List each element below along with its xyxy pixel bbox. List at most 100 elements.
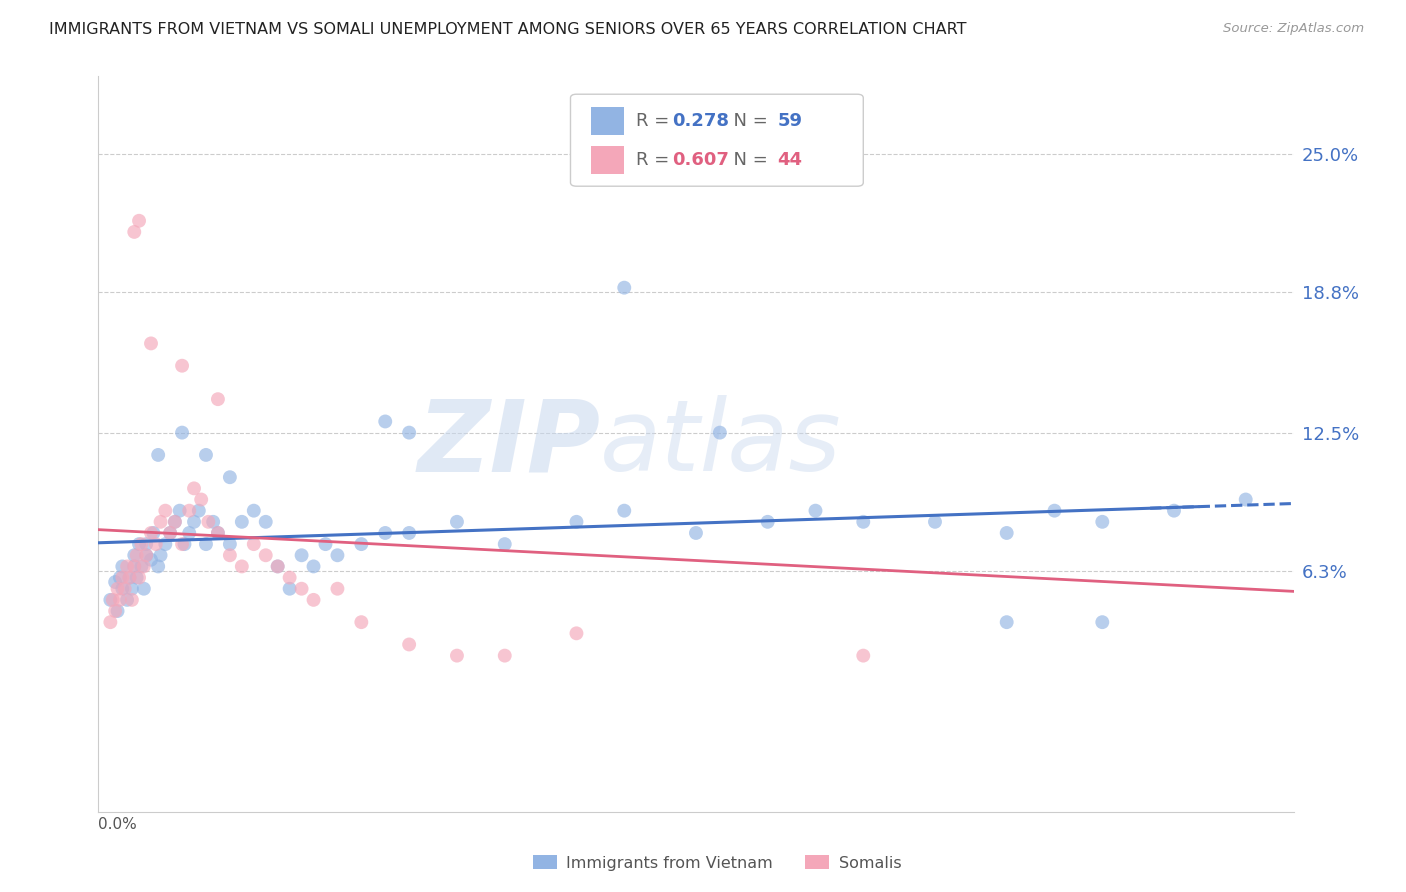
- Point: [350, 537, 373, 551]
- Text: ZIP: ZIP: [418, 395, 600, 492]
- Text: R =: R =: [637, 151, 675, 169]
- Point: [124, 225, 146, 239]
- Point: [1091, 515, 1114, 529]
- Point: [374, 414, 396, 428]
- Text: 0.607: 0.607: [672, 151, 728, 169]
- Point: [132, 559, 155, 574]
- Point: [278, 571, 301, 585]
- Point: [125, 571, 148, 585]
- Point: [135, 537, 157, 551]
- Text: R =: R =: [637, 112, 675, 129]
- Point: [128, 537, 150, 551]
- Point: [924, 515, 946, 529]
- Point: [1234, 492, 1257, 507]
- Point: [613, 280, 636, 294]
- Text: 0.278: 0.278: [672, 112, 730, 129]
- Point: [111, 582, 134, 596]
- Point: [267, 559, 290, 574]
- Point: [98, 592, 122, 607]
- Point: [195, 448, 218, 462]
- FancyBboxPatch shape: [571, 95, 863, 186]
- Point: [115, 592, 138, 607]
- Point: [139, 336, 162, 351]
- Point: [159, 525, 181, 540]
- Point: [121, 582, 143, 596]
- Point: [219, 470, 242, 484]
- Point: [183, 481, 205, 495]
- Point: [124, 559, 146, 574]
- Point: [124, 548, 146, 563]
- Point: [135, 548, 157, 563]
- Point: [291, 582, 314, 596]
- Point: [148, 559, 170, 574]
- Point: [125, 548, 148, 563]
- Point: [172, 359, 194, 373]
- Point: [202, 515, 225, 529]
- Text: N =: N =: [723, 151, 773, 169]
- Point: [243, 503, 266, 517]
- Point: [128, 213, 150, 227]
- Point: [101, 592, 124, 607]
- Point: [1043, 503, 1066, 517]
- Point: [163, 515, 186, 529]
- Point: [159, 525, 181, 540]
- Legend: Immigrants from Vietnam, Somalis: Immigrants from Vietnam, Somalis: [526, 849, 908, 877]
- Point: [315, 537, 337, 551]
- Point: [149, 548, 172, 563]
- Point: [139, 525, 162, 540]
- Point: [135, 548, 157, 563]
- Point: [565, 626, 588, 640]
- Point: [326, 582, 349, 596]
- Point: [291, 548, 314, 563]
- Point: [179, 525, 201, 540]
- Point: [148, 448, 170, 462]
- Point: [145, 537, 167, 551]
- Point: [195, 537, 218, 551]
- FancyBboxPatch shape: [591, 145, 624, 174]
- Point: [104, 574, 127, 589]
- Text: Source: ZipAtlas.com: Source: ZipAtlas.com: [1223, 22, 1364, 36]
- Point: [1091, 615, 1114, 630]
- Text: IMMIGRANTS FROM VIETNAM VS SOMALI UNEMPLOYMENT AMONG SENIORS OVER 65 YEARS CORRE: IMMIGRANTS FROM VIETNAM VS SOMALI UNEMPL…: [49, 22, 967, 37]
- Point: [398, 525, 420, 540]
- Point: [155, 537, 177, 551]
- Point: [108, 571, 131, 585]
- Point: [128, 571, 150, 585]
- Point: [124, 559, 146, 574]
- Text: 0.0%: 0.0%: [98, 817, 138, 832]
- Point: [207, 525, 229, 540]
- Point: [398, 425, 420, 440]
- Point: [302, 559, 325, 574]
- Point: [254, 548, 277, 563]
- Point: [104, 604, 127, 618]
- Point: [132, 582, 155, 596]
- Point: [114, 582, 136, 596]
- Point: [207, 392, 229, 406]
- Point: [278, 582, 301, 596]
- Point: [219, 537, 242, 551]
- Point: [254, 515, 277, 529]
- Point: [149, 515, 172, 529]
- Text: N =: N =: [723, 112, 773, 129]
- Point: [190, 492, 212, 507]
- Point: [1163, 503, 1185, 517]
- Point: [118, 571, 141, 585]
- Point: [131, 559, 153, 574]
- Point: [115, 559, 138, 574]
- Point: [685, 158, 707, 172]
- Point: [398, 637, 420, 651]
- Point: [172, 425, 194, 440]
- Text: atlas: atlas: [600, 395, 842, 492]
- Point: [995, 615, 1018, 630]
- Point: [302, 592, 325, 607]
- Point: [155, 503, 177, 517]
- Point: [852, 648, 875, 663]
- Point: [173, 537, 195, 551]
- Point: [446, 648, 468, 663]
- Point: [187, 503, 209, 517]
- Point: [494, 648, 516, 663]
- Point: [207, 525, 229, 540]
- Point: [565, 515, 588, 529]
- Text: 59: 59: [778, 112, 803, 129]
- Point: [326, 548, 349, 563]
